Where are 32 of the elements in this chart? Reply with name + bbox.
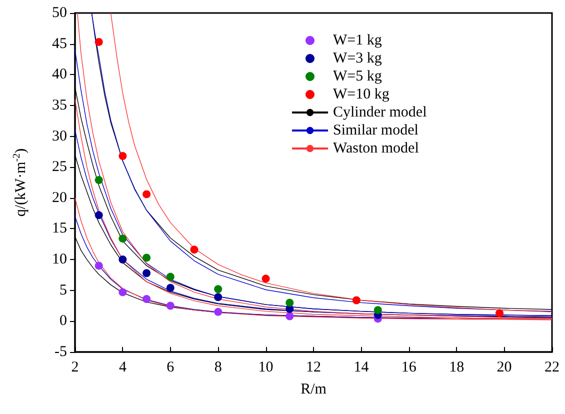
x-tick-label: 10 [258,360,274,376]
y-tick-label: 20 [52,190,67,206]
legend-label: Similar model [333,122,418,138]
x-axis-title: R/m [300,382,327,398]
y-tick-label: 10 [52,252,67,268]
legend-label: W=10 kg [333,86,390,102]
y-tick-label: 40 [52,66,67,83]
legend-label: W=5 kg [333,68,382,84]
legend-label: W=3 kg [333,50,382,66]
legend-label: Waston model [333,140,419,156]
y-tick-label: 50 [52,5,67,21]
y-axis-title: q/(kW·m-2) [12,148,29,217]
x-tick-label: 18 [449,360,464,376]
y-tick-label: 0 [60,313,67,330]
y-tick-label: 45 [52,36,67,52]
y-tick-label: 30 [52,128,67,144]
y-tick-label: 5 [60,282,67,298]
y-tick-label: 35 [52,97,67,114]
x-tick-label: 16 [401,360,417,376]
x-tick-label: 4 [118,360,127,376]
x-tick-label: 12 [306,360,321,376]
x-tick-label: 20 [496,360,512,376]
y-tick-label: 25 [52,159,67,176]
legend-label: W=1 kg [333,32,382,48]
y-tick-label: 15 [52,220,67,237]
x-tick-label: 14 [354,360,370,376]
y-tick-label: -5 [54,344,67,360]
x-tick-label: 6 [166,360,175,376]
legend-label: Cylinder model [333,104,427,120]
x-tick-label: 2 [71,360,79,376]
x-tick-label: 22 [544,360,560,376]
x-tick-label: 8 [214,360,222,376]
